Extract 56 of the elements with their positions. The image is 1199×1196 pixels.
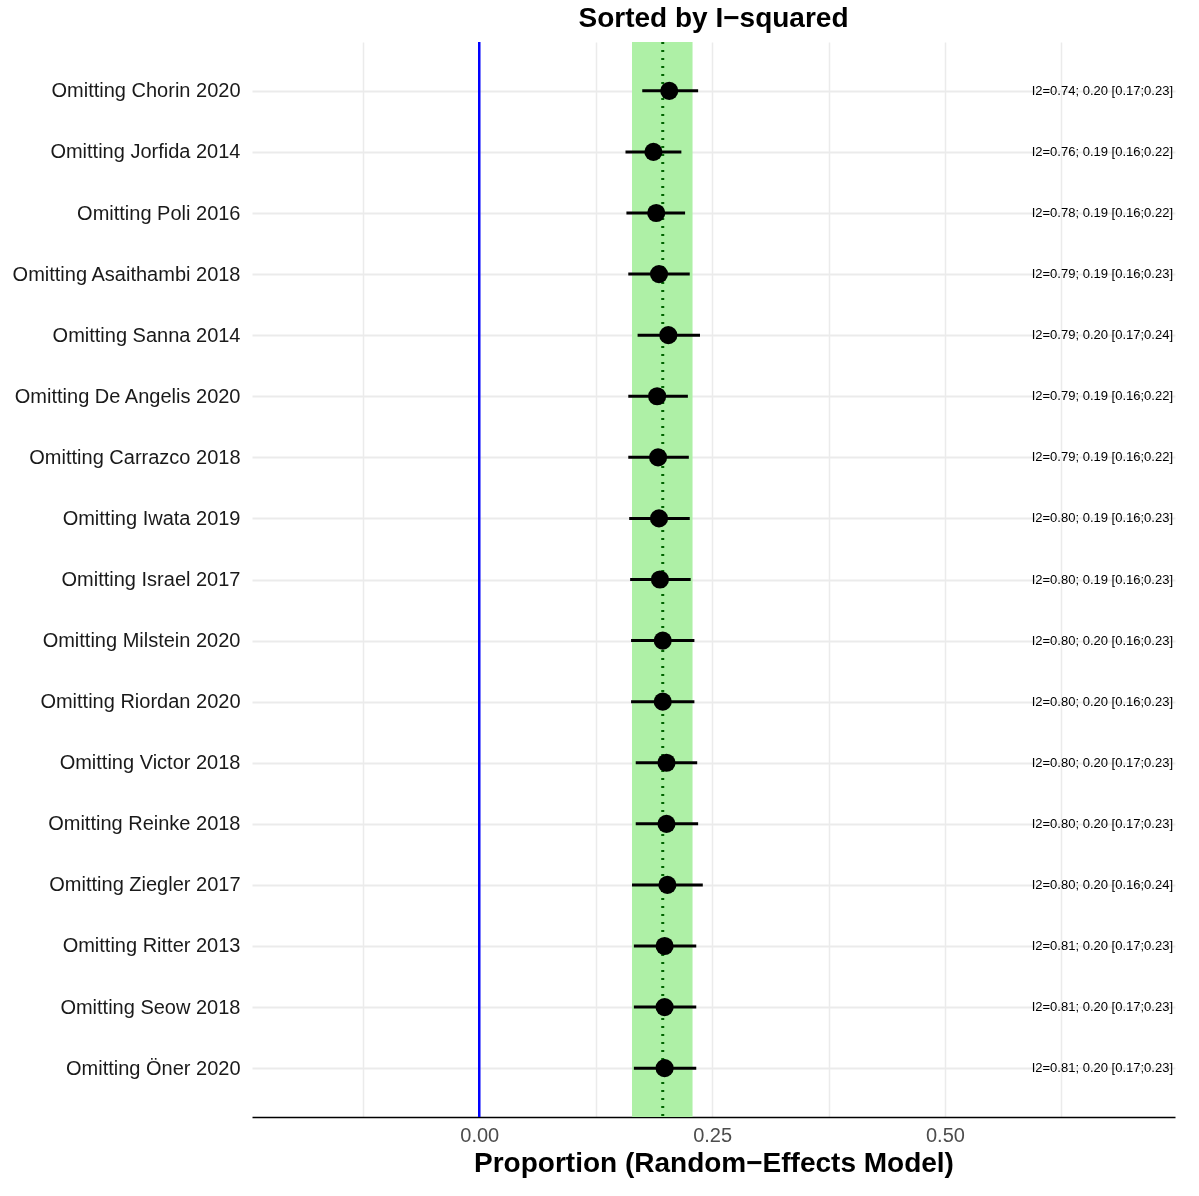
point: [653, 631, 672, 650]
point: [644, 142, 663, 162]
point: [659, 326, 678, 345]
point: [650, 570, 670, 589]
y-tick-label: Omitting Poli 2016: [77, 201, 241, 224]
point: [648, 387, 667, 406]
annotation: I2=0.80; 0.20 [0.17;0.23]: [1031, 815, 1173, 831]
annotation: I2=0.74; 0.20 [0.17;0.23]: [1031, 82, 1173, 98]
annotation: I2=0.80; 0.20 [0.16;0.23]: [1031, 632, 1173, 648]
point: [653, 692, 672, 711]
point: [649, 265, 669, 284]
y-tick-label: Omitting Iwata 2019: [62, 506, 241, 529]
x-axis-title: Proportion (Random−Effects Model): [474, 1146, 954, 1178]
y-tick-label: Omitting De Angelis 2020: [14, 384, 241, 407]
annotation: I2=0.81; 0.20 [0.17;0.23]: [1031, 1060, 1173, 1076]
x-tick-label: 0.50: [925, 1123, 965, 1146]
annotation: I2=0.80; 0.20 [0.16;0.23]: [1031, 693, 1173, 709]
annotation: I2=0.79; 0.19 [0.16;0.22]: [1031, 449, 1173, 465]
y-tick-label: Omitting Carrazco 2018: [29, 445, 241, 468]
point: [647, 203, 666, 223]
point: [658, 875, 677, 894]
annotation: I2=0.80; 0.19 [0.16;0.23]: [1031, 571, 1173, 587]
y-tick-label: Omitting Chorin 2020: [51, 79, 241, 102]
annotation: I2=0.79; 0.19 [0.16;0.22]: [1031, 388, 1173, 404]
point: [655, 936, 674, 956]
annotation: I2=0.80; 0.20 [0.17;0.23]: [1031, 754, 1173, 770]
annotation: I2=0.79; 0.19 [0.16;0.23]: [1031, 266, 1173, 282]
y-tick-label: Omitting Reinke 2018: [48, 812, 241, 835]
y-tick-label: Omitting Milstein 2020: [42, 629, 241, 652]
point: [649, 448, 668, 467]
point: [657, 814, 676, 833]
annotation: I2=0.76; 0.19 [0.16;0.22]: [1031, 143, 1173, 159]
annotation: I2=0.78; 0.19 [0.16;0.22]: [1031, 205, 1173, 221]
y-tick-label: Omitting Öner 2020: [65, 1056, 241, 1079]
annotation: I2=0.81; 0.20 [0.17;0.23]: [1031, 937, 1173, 953]
x-tick-label: 0.00: [460, 1123, 500, 1146]
y-tick-label: Omitting Sanna 2014: [52, 323, 241, 346]
annotation: I2=0.79; 0.20 [0.17;0.24]: [1031, 327, 1173, 343]
y-tick-label: Omitting Israel 2017: [61, 568, 241, 590]
y-tick-label: Omitting Asaithambi 2018: [12, 262, 241, 285]
y-tick-label: Omitting Victor 2018: [59, 751, 241, 774]
annotation: I2=0.80; 0.19 [0.16;0.23]: [1031, 510, 1173, 526]
point: [657, 753, 676, 772]
y-tick-label: Omitting Jorfida 2014: [50, 140, 241, 163]
annotation: I2=0.81; 0.20 [0.17;0.23]: [1031, 999, 1173, 1015]
point: [649, 509, 669, 528]
point: [655, 1059, 674, 1078]
chart-title: Sorted by I−squared: [578, 1, 849, 33]
y-tick-label: Omitting Ziegler 2017: [49, 873, 241, 896]
y-tick-label: Omitting Riordan 2020: [40, 690, 241, 713]
y-tick-label: Omitting Ritter 2013: [62, 934, 241, 957]
point: [660, 81, 679, 100]
annotation: I2=0.80; 0.20 [0.16;0.24]: [1031, 876, 1173, 892]
x-tick-label: 0.25: [693, 1123, 733, 1146]
y-tick-label: Omitting Seow 2018: [60, 995, 241, 1018]
point: [655, 997, 674, 1017]
